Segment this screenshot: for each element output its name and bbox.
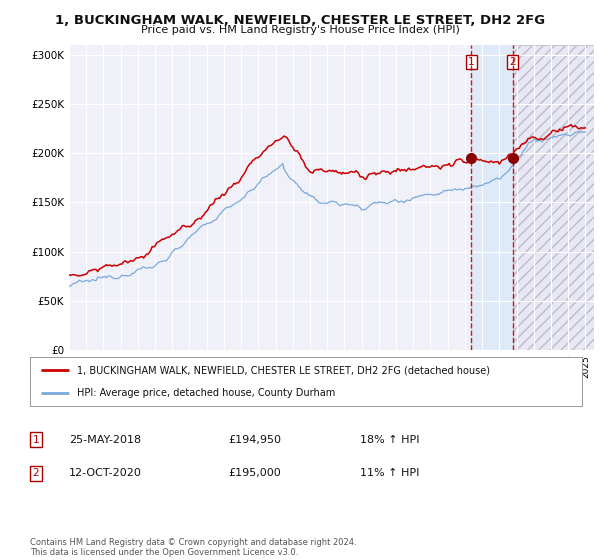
Text: 2: 2 [32, 468, 40, 478]
Text: £195,000: £195,000 [228, 468, 281, 478]
Text: 1: 1 [468, 57, 475, 67]
Text: Contains HM Land Registry data © Crown copyright and database right 2024.
This d: Contains HM Land Registry data © Crown c… [30, 538, 356, 557]
Bar [472, 45, 513, 350]
Text: 1, BUCKINGHAM WALK, NEWFIELD, CHESTER LE STREET, DH2 2FG: 1, BUCKINGHAM WALK, NEWFIELD, CHESTER LE… [55, 14, 545, 27]
Text: Price paid vs. HM Land Registry's House Price Index (HPI): Price paid vs. HM Land Registry's House … [140, 25, 460, 35]
Text: HPI: Average price, detached house, County Durham: HPI: Average price, detached house, Coun… [77, 388, 335, 398]
Bar [513, 45, 594, 350]
Text: 1: 1 [32, 435, 40, 445]
Bar [513, 45, 594, 350]
Text: 18% ↑ HPI: 18% ↑ HPI [360, 435, 419, 445]
Text: 1, BUCKINGHAM WALK, NEWFIELD, CHESTER LE STREET, DH2 2FG (detached house): 1, BUCKINGHAM WALK, NEWFIELD, CHESTER LE… [77, 365, 490, 375]
Text: 25-MAY-2018: 25-MAY-2018 [69, 435, 141, 445]
Text: 2: 2 [509, 57, 516, 67]
Text: 11% ↑ HPI: 11% ↑ HPI [360, 468, 419, 478]
Text: 12-OCT-2020: 12-OCT-2020 [69, 468, 142, 478]
Text: £194,950: £194,950 [228, 435, 281, 445]
